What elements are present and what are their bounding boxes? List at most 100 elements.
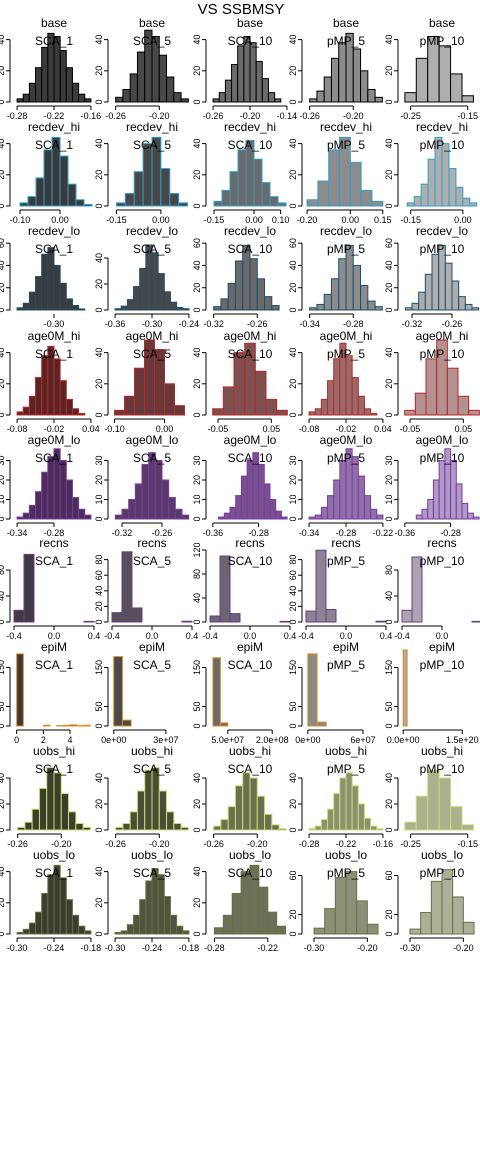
histogram-bar <box>471 307 480 311</box>
histogram-bar <box>420 912 432 935</box>
histogram-bar <box>223 512 231 520</box>
y-tick-label: 80 <box>288 555 298 565</box>
histogram-bar <box>441 143 450 207</box>
histogram-bar <box>404 307 413 311</box>
y-tick-label: 0 <box>384 723 394 728</box>
panel-subtitle: pMP_5 <box>327 451 365 465</box>
histogram-panel: -0.36 -0.28 0 10 20 30 age0M_lo pMP_10 <box>384 433 480 538</box>
histogram-bar <box>120 305 128 311</box>
histogram-bar <box>279 620 291 623</box>
panel-title: age0M_hi <box>126 329 179 343</box>
y-tick-label: 20 <box>0 898 6 908</box>
x-tick-label: -0.28 <box>299 839 320 849</box>
histogram-panel: 0e+00 6e+07 0 50 150 epiM pMP_5 <box>288 640 376 745</box>
x-tick-label: -0.10 <box>10 215 31 225</box>
histogram-bar <box>173 92 182 103</box>
panel-title: epiM <box>429 640 455 654</box>
histogram-bar <box>42 724 51 727</box>
y-tick-label: 0 <box>192 827 202 832</box>
x-tick-label: -0.32 <box>402 319 423 329</box>
y-tick-label: 40 <box>288 139 298 149</box>
y-tick-label: 0 <box>192 412 202 417</box>
panel-title: uobs_hi <box>33 744 75 758</box>
histogram-bar <box>53 264 61 311</box>
panel-title: base <box>237 16 263 30</box>
histogram-panel: -0.20 0.00 0.15 0 20 40 recdev_hi pMP_5 <box>288 120 392 225</box>
histogram-bar <box>309 98 318 103</box>
panel-subtitle: SCA_10 <box>228 554 273 568</box>
y-tick-label: 40 <box>0 867 6 877</box>
histogram-bar <box>438 460 446 520</box>
histogram-bar <box>277 202 287 207</box>
histogram-panel: -0.36 -0.30 -0.24 0 20 40 recdev_lo SCA_5 <box>94 224 199 329</box>
histogram-panel: -0.32 -0.26 0 20 40 60 recdev_lo SCA_10 <box>192 224 280 329</box>
histogram-panel: -0.30 -0.24 -0.18 0 20 40 uobs_lo SCA_5 <box>94 848 199 953</box>
histogram-bar <box>126 299 135 311</box>
panel-title: uobs_hi <box>325 744 367 758</box>
histogram-bar <box>59 877 67 935</box>
y-tick-label: 20 <box>0 379 6 389</box>
histogram-bar <box>314 825 322 831</box>
x-tick-label: -0.4 <box>298 631 314 641</box>
y-tick-label: 20 <box>94 799 104 809</box>
y-tick-label: 0 <box>0 827 6 832</box>
x-tick-label: -0.30 <box>44 319 65 329</box>
histogram-bar <box>174 508 183 520</box>
histogram-bar <box>78 308 86 311</box>
y-tick-label: 30 <box>384 455 394 465</box>
x-tick-label: 0.00 <box>342 215 360 225</box>
x-tick-label: 0.0e+00 <box>387 735 420 745</box>
y-tick-label: 0 <box>0 723 6 728</box>
histogram-panel: -0.4 0.0 0.4 0 40 80 recns SCA_1 <box>0 536 100 641</box>
panel-title: uobs_hi <box>421 744 463 758</box>
histogram-bar <box>452 896 464 935</box>
y-tick-label: 0 <box>0 307 6 312</box>
x-tick-label: -0.24 <box>44 943 65 953</box>
histogram-bar <box>35 377 43 416</box>
histogram-bar <box>71 497 80 520</box>
x-tick-label: 0.4 <box>380 631 393 641</box>
x-tick-label: -0.34 <box>299 319 320 329</box>
y-tick-label: 40 <box>94 139 104 149</box>
histogram-bar <box>22 406 30 416</box>
panel-subtitle: SCA_5 <box>133 347 171 361</box>
histogram-bar <box>309 307 318 311</box>
panel-title: uobs_lo <box>131 848 173 862</box>
histogram-bar <box>13 609 25 623</box>
histogram-bar <box>115 826 124 831</box>
histogram-bar <box>308 828 316 831</box>
histogram-bar <box>237 149 247 207</box>
x-tick-label: -0.26 <box>7 839 28 849</box>
histogram-bar <box>264 296 273 311</box>
histogram-bar <box>113 656 123 727</box>
histogram-bar <box>126 924 135 935</box>
histogram-bar <box>356 900 368 935</box>
x-tick-label: -0.15 <box>457 111 478 121</box>
histogram-bar <box>182 930 190 935</box>
histogram-bar <box>231 892 242 935</box>
histogram-bar <box>41 253 49 311</box>
histogram-bar <box>169 914 178 935</box>
histogram-panel: -0.10 0.00 0 20 40 recdev_hi SCA_1 <box>0 120 93 225</box>
panel-subtitle: pMP_10 <box>420 866 465 880</box>
panel-subtitle: SCA_5 <box>133 138 171 152</box>
panel-title: uobs_lo <box>229 848 271 862</box>
y-tick-label: 60 <box>288 570 298 580</box>
histogram-bar <box>450 73 463 103</box>
histogram-bar <box>59 282 67 311</box>
histogram-bar <box>59 380 67 416</box>
histogram-panel: -0.4 0.0 0.4 0 40 80 120 recns SCA_10 <box>192 536 296 641</box>
x-tick-label: -0.4 <box>6 631 22 641</box>
y-tick-label: 20 <box>192 170 202 180</box>
histogram-bar <box>255 60 263 103</box>
x-tick-label: 0.0 <box>436 631 449 641</box>
x-tick-label: -0.20 <box>51 839 72 849</box>
x-tick-label: -0.32 <box>112 528 133 538</box>
x-tick-label: -0.18 <box>179 943 200 953</box>
y-tick-label: 150 <box>384 660 394 675</box>
y-tick-label: 20 <box>94 379 104 389</box>
histogram-bar <box>218 92 226 103</box>
histogram-bar <box>320 819 329 831</box>
histogram-bar <box>173 823 182 831</box>
histogram-bar <box>370 508 378 520</box>
